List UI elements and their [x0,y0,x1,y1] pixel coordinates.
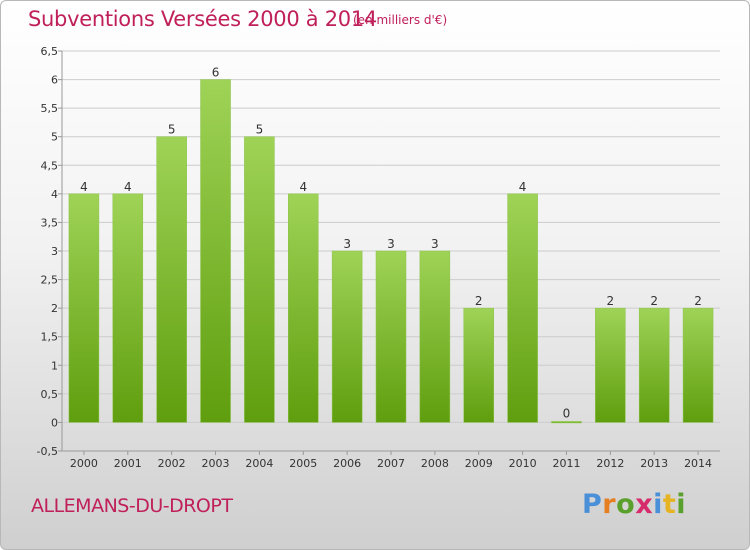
data-label: 4 [124,180,132,194]
data-label: 3 [431,237,439,251]
logo-letter: o [616,489,636,520]
y-tick-label: 3 [51,245,58,258]
bar [375,250,407,423]
y-tick-label: 2,5 [41,274,59,287]
y-tick-label: 5,5 [41,102,59,115]
bar [638,307,670,423]
bar [244,136,275,423]
x-tick-label: 2012 [596,457,624,470]
y-tick-label: 6,5 [41,45,59,58]
y-tick-label: 1 [51,359,58,372]
data-label: 2 [650,294,658,308]
data-label: 4 [80,180,88,194]
y-tick-label: 0 [51,416,58,429]
data-label: 2 [607,294,615,308]
bar [595,307,626,423]
logo-letter: r [602,489,617,520]
bar [463,307,494,423]
x-tick-label: 2008 [421,457,449,470]
data-labels: 4 4 5 6 5 4 3 3 3 2 4 0 2 2 2 [80,66,702,421]
axes: -0,5 0 0,5 1 1,5 2 2,5 3 3,5 4 4,5 5 5,5 6 6,5 2000 2001… [37,45,720,470]
bar [682,307,714,423]
data-label: 5 [168,123,176,137]
x-tick-label: 2010 [509,457,537,470]
y-tick-label: 6 [51,74,58,87]
y-tick-label: 3,5 [41,216,59,229]
data-label: 6 [212,66,220,80]
x-tick-label: 2005 [289,457,317,470]
logo-letter: x [635,489,654,520]
y-tick-label: 4 [51,188,58,201]
data-label: 0 [563,406,571,420]
x-tick-label: 2002 [158,457,186,470]
bar [507,193,538,423]
y-tick-label: 0,5 [41,388,59,401]
bar [68,193,100,423]
data-label: 3 [387,237,395,251]
x-tick-label: 2014 [684,457,712,470]
bar [200,79,231,423]
y-tick-label: 2 [51,302,58,315]
logo-letter: t [662,489,677,520]
bar [551,421,582,424]
y-tick-label: 1,5 [41,331,59,344]
x-tick-label: 2006 [333,457,361,470]
x-tick-label: 2004 [245,457,273,470]
y-tick-label: 5 [51,131,58,144]
proxiti-logo[interactable]: Proxiti [582,489,686,520]
bars [68,79,714,424]
y-tick-label: -0,5 [37,445,58,458]
data-label: 4 [299,180,307,194]
data-label: 4 [519,180,527,194]
y-tick-label: 4,5 [41,159,59,172]
logo-letter: P [582,489,603,520]
bar [288,193,319,423]
logo-letter: i [676,489,687,520]
bar [419,250,451,423]
commune-name: ALLEMANS-DU-DROPT [31,495,233,517]
x-tick-label: 2003 [202,457,230,470]
bar [112,193,144,423]
logo-letter: i [653,489,663,520]
chart-unit-label: (en milliers d'€) [353,13,448,27]
data-label: 2 [694,294,702,308]
x-tick-label: 2011 [552,457,580,470]
x-tick-label: 2000 [70,457,98,470]
x-tick-label: 2001 [114,457,142,470]
data-label: 2 [475,294,483,308]
x-tick-label: 2009 [465,457,493,470]
data-label: 5 [256,123,264,137]
x-tick-label: 2007 [377,457,405,470]
chart-title: Subventions Versées 2000 à 2014 [28,7,377,31]
data-label: 3 [343,237,351,251]
bar [331,250,363,423]
x-tick-label: 2013 [640,457,668,470]
bar [156,136,187,423]
